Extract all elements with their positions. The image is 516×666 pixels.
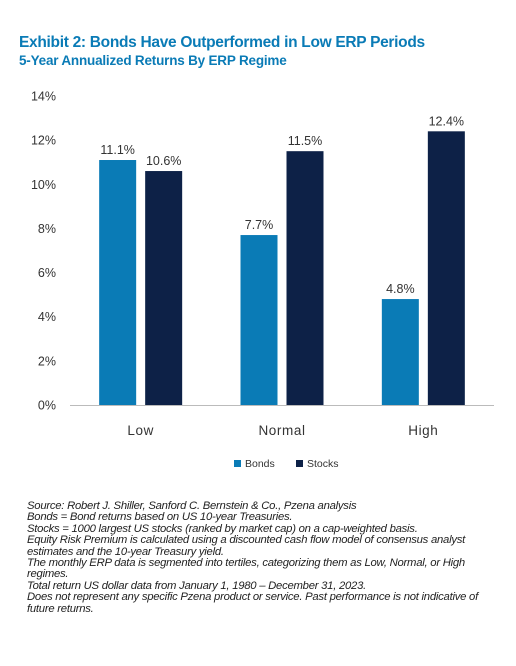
data-labels: 11.1% 10.6% 7.7% 11.5% 4.8% 12.4% (100, 114, 464, 296)
footnote-line: Does not represent any specific Pzena pr… (27, 591, 478, 615)
chart-subtitle: 5-Year Annualized Returns By ERP Regime (19, 53, 287, 68)
footnote-line: Total return US dollar data from January… (27, 579, 367, 592)
legend-label-stocks: Stocks (307, 458, 339, 470)
bar-bonds-high (381, 299, 419, 405)
bar-chart: 0% 2% 4% 6% 8% 10% 12% 14% 11.1% 10.6% 7.7% 11.5% 4… (31, 90, 494, 470)
footnote-line: Stocks = 1000 largest US stocks (ranked … (27, 522, 418, 535)
y-tick-label: 4% (38, 310, 56, 324)
legend-swatch-bonds (234, 460, 241, 467)
footnote-line: The monthly ERP data is segmented into t… (27, 557, 465, 581)
x-category-label: High (408, 423, 438, 438)
bar-bonds-low (99, 160, 137, 405)
data-label: 11.1% (100, 143, 135, 157)
data-label: 7.7% (245, 218, 274, 232)
footnote-line: Bonds = Bond returns based on US 10-year… (27, 511, 293, 524)
x-category-label: Low (127, 423, 154, 438)
y-tick-label: 12% (31, 134, 56, 148)
bar-bonds-normal (240, 235, 278, 405)
legend-label-bonds: Bonds (245, 458, 275, 470)
y-tick-label: 2% (38, 354, 56, 368)
y-tick-label: 10% (31, 178, 56, 192)
footnote-line: Source: Robert J. Shiller, Sanford C. Be… (27, 500, 357, 512)
data-label: 11.5% (288, 134, 323, 148)
y-tick-label: 14% (31, 90, 56, 104)
bar-stocks-high (427, 131, 465, 406)
data-label: 12.4% (429, 114, 464, 128)
footnote-line: Equity Risk Premium is calculated using … (27, 534, 466, 558)
bar-stocks-normal (286, 151, 324, 405)
legend-swatch-stocks (296, 460, 303, 467)
y-tick-label: 0% (38, 399, 56, 413)
data-label: 4.8% (386, 282, 415, 296)
bars (99, 131, 465, 406)
chart-title: Exhibit 2: Bonds Have Outperformed in Lo… (19, 34, 425, 51)
y-tick-label: 6% (38, 266, 56, 280)
y-axis-ticks: 0% 2% 4% 6% 8% 10% 12% 14% (31, 90, 56, 413)
data-label: 10.6% (146, 154, 181, 168)
x-axis-categories: Low Normal High (127, 423, 438, 438)
legend: Bonds Stocks (234, 458, 339, 470)
footnotes: Source: Robert J. Shiller, Sanford C. Be… (27, 500, 507, 615)
bar-stocks-low (145, 171, 183, 405)
x-category-label: Normal (258, 423, 305, 438)
y-tick-label: 8% (38, 222, 56, 236)
